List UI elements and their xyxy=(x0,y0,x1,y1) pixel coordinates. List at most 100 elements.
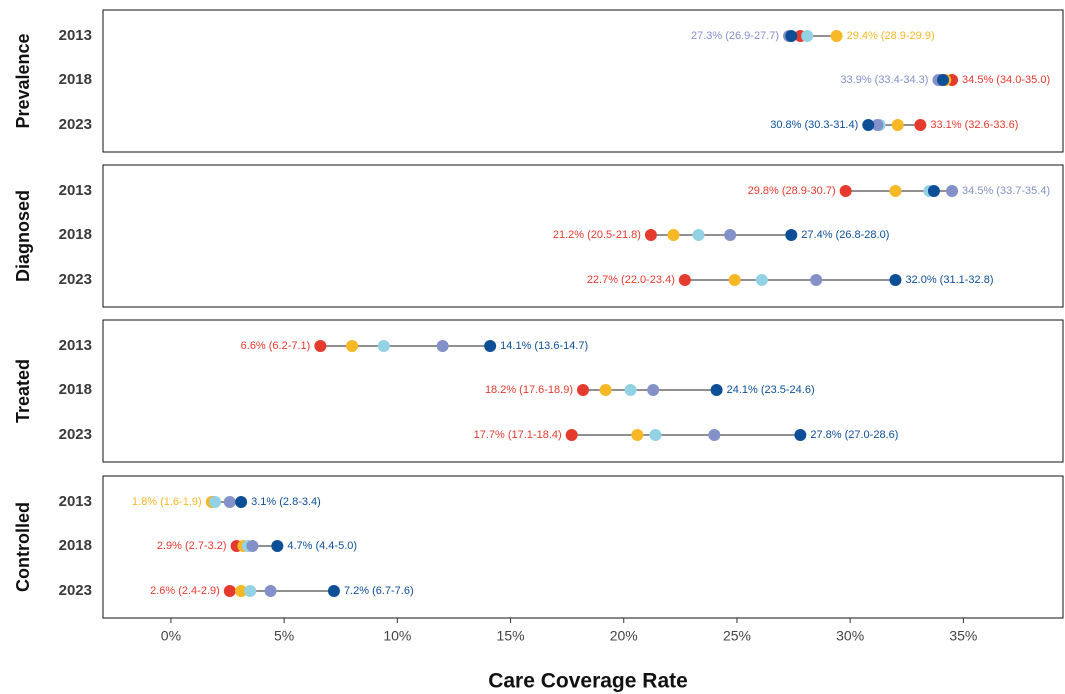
value-label: 2.6% (2.4-2.9) xyxy=(150,585,220,597)
panel-label: Treated xyxy=(13,359,33,423)
dot xyxy=(346,340,359,352)
value-label: 6.6% (6.2-7.1) xyxy=(241,340,311,352)
value-label: 29.8% (28.9-30.7) xyxy=(748,185,836,197)
dot xyxy=(927,185,940,197)
dot xyxy=(830,30,843,42)
dot xyxy=(264,585,277,597)
dot xyxy=(871,119,884,131)
panel xyxy=(102,164,1064,308)
x-tick-label: 10% xyxy=(383,628,411,644)
panel-label: Diagnosed xyxy=(13,190,33,282)
value-label: 18.2% (17.6-18.9) xyxy=(485,384,573,396)
dot xyxy=(728,274,741,286)
year-label: 2013 xyxy=(59,27,92,44)
year-label: 2013 xyxy=(59,337,92,354)
dot xyxy=(794,429,807,441)
dot xyxy=(839,185,852,197)
year-label: 2013 xyxy=(59,182,92,199)
panel xyxy=(102,9,1064,153)
value-label: 4.7% (4.4-5.0) xyxy=(287,540,357,552)
value-label: 1.8% (1.6-1.9) xyxy=(132,496,202,508)
dot xyxy=(327,585,340,597)
dot xyxy=(785,229,798,241)
dot xyxy=(484,340,497,352)
year-label: 2023 xyxy=(59,116,92,133)
dot xyxy=(223,496,236,508)
dot xyxy=(891,119,904,131)
year-label: 2018 xyxy=(59,71,92,88)
dot xyxy=(235,496,248,508)
year-label: 2023 xyxy=(59,271,92,288)
dot xyxy=(708,429,721,441)
value-label: 3.1% (2.8-3.4) xyxy=(251,496,321,508)
year-label: 2018 xyxy=(59,537,92,554)
dot xyxy=(889,185,902,197)
dot xyxy=(223,585,236,597)
dot xyxy=(314,340,327,352)
dot xyxy=(678,274,691,286)
value-label: 2.9% (2.7-3.2) xyxy=(157,540,227,552)
value-label: 24.1% (23.5-24.6) xyxy=(727,384,815,396)
x-tick-label: 35% xyxy=(949,628,977,644)
value-label: 34.5% (33.7-35.4) xyxy=(962,185,1050,197)
x-tick-label: 0% xyxy=(161,628,181,644)
dot xyxy=(937,74,949,86)
dot xyxy=(377,340,390,352)
dot xyxy=(667,229,680,241)
value-label: 27.8% (27.0-28.6) xyxy=(810,429,898,441)
value-label: 30.8% (30.3-31.4) xyxy=(770,119,858,131)
dot xyxy=(785,30,798,42)
dot xyxy=(631,429,644,441)
x-tick-label: 20% xyxy=(610,628,638,644)
x-tick-label: 15% xyxy=(497,628,525,644)
dot xyxy=(755,274,768,286)
panel-label: Controlled xyxy=(13,502,33,592)
year-label: 2018 xyxy=(59,226,92,243)
dot xyxy=(209,496,222,508)
year-label: 2013 xyxy=(59,493,92,510)
dot xyxy=(649,429,662,441)
value-label: 34.5% (34.0-35.0) xyxy=(962,74,1050,86)
dot xyxy=(436,340,449,352)
dot xyxy=(235,585,248,597)
dot xyxy=(692,229,705,241)
value-label: 17.7% (17.1-18.4) xyxy=(474,429,562,441)
dot xyxy=(710,384,723,396)
dot xyxy=(577,384,589,396)
dot xyxy=(271,540,284,552)
dot xyxy=(647,384,660,396)
panel-label: Prevalence xyxy=(13,33,33,128)
value-label: 22.7% (22.0-23.4) xyxy=(587,274,675,286)
year-label: 2023 xyxy=(59,426,92,443)
value-label: 32.0% (31.1-32.8) xyxy=(905,274,993,286)
year-label: 2023 xyxy=(59,582,92,599)
dot xyxy=(801,30,814,42)
dot xyxy=(914,119,927,131)
x-tick-label: 30% xyxy=(836,628,864,644)
value-label: 33.1% (32.6-33.6) xyxy=(930,119,1018,131)
dot xyxy=(946,185,959,197)
value-label: 14.1% (13.6-14.7) xyxy=(500,340,588,352)
value-label: 33.9% (33.4-34.3) xyxy=(840,74,928,86)
dot xyxy=(724,229,737,241)
value-label: 29.4% (28.9-29.9) xyxy=(847,30,935,42)
dot xyxy=(862,119,875,131)
dot xyxy=(565,429,578,441)
dot xyxy=(644,229,657,241)
year-label: 2018 xyxy=(59,381,92,398)
panel xyxy=(102,475,1064,619)
dot xyxy=(599,384,612,396)
x-tick-label: 25% xyxy=(723,628,751,644)
x-tick-label: 5% xyxy=(274,628,294,644)
dot xyxy=(244,585,257,597)
panel xyxy=(102,319,1064,463)
value-label: 21.2% (20.5-21.8) xyxy=(553,229,641,241)
dot xyxy=(246,540,259,552)
value-label: 27.4% (26.8-28.0) xyxy=(801,229,889,241)
dot xyxy=(889,274,902,286)
x-axis-title: Care Coverage Rate xyxy=(488,670,688,693)
value-label: 27.3% (26.9-27.7) xyxy=(691,30,779,42)
value-label: 7.2% (6.7-7.6) xyxy=(344,585,414,597)
dot xyxy=(624,384,637,396)
